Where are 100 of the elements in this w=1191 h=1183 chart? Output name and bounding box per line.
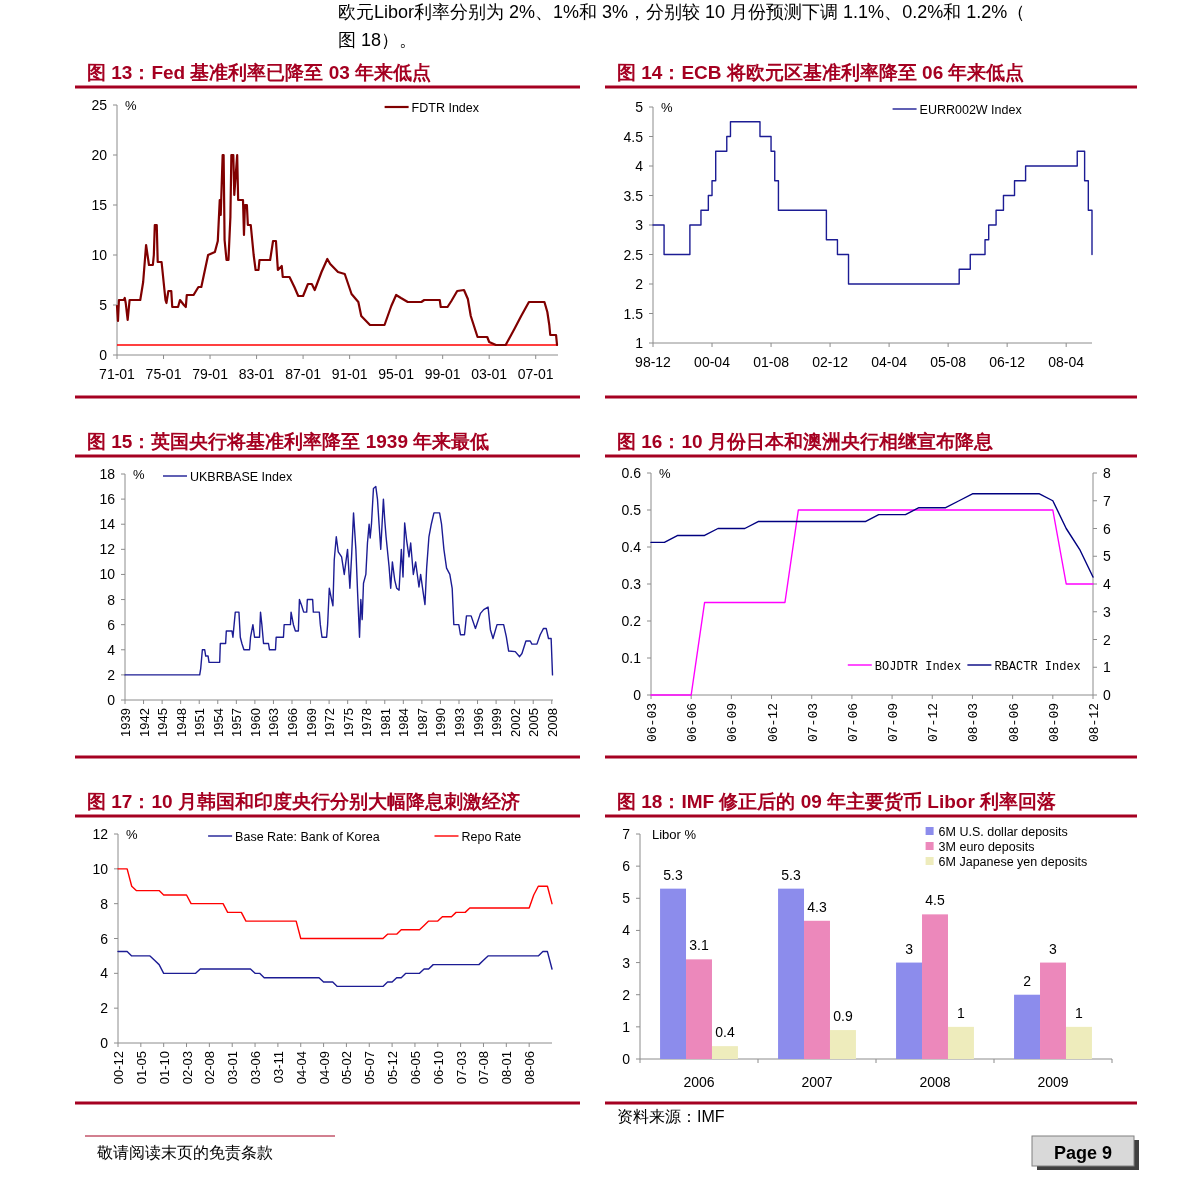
- y-tick-label: 0: [633, 687, 642, 703]
- y-tick-label: 2.5: [623, 246, 644, 263]
- bar: [778, 888, 805, 1059]
- x-tick-label: 1948: [173, 708, 189, 737]
- y2-tick-label: 6: [1103, 520, 1111, 537]
- x-tick-label: 06-06: [685, 703, 701, 743]
- text: 敬请阅读末页的免责条款: [97, 1144, 273, 1161]
- legend-label: Base Rate: Bank of Korea: [235, 829, 380, 844]
- bar: [896, 962, 923, 1059]
- x-tick-label: 79-01: [192, 366, 229, 382]
- bar: [947, 1026, 974, 1059]
- x-tick-label: 2006: [683, 1074, 715, 1090]
- data-label: 0.9: [833, 1008, 853, 1025]
- x-tick-label: 06-09: [725, 703, 741, 743]
- chart-title: 图 16：10 月份日本和澳洲央行相继宣布降息: [617, 431, 993, 452]
- y-tick-label: 3: [622, 954, 631, 971]
- x-tick-label: 05-12: [385, 1051, 401, 1085]
- bar: [804, 920, 830, 1059]
- x-tick-label: 06-10: [430, 1051, 446, 1085]
- chart-title: 图 13：Fed 基准利率已降至 03 年来低点: [87, 62, 432, 83]
- y2-tick-label: 4: [1103, 576, 1111, 592]
- x-tick-label: 00-12: [111, 1051, 126, 1085]
- x-tick-label: 06-03: [645, 703, 660, 743]
- y2-tick-label: 5: [1103, 548, 1111, 565]
- y-tick-label: 0: [100, 1035, 109, 1051]
- legend-label: 6M Japanese yen deposits: [938, 855, 1088, 869]
- y-tick-label: 20: [91, 147, 108, 163]
- y-tick-label: 5: [622, 890, 631, 907]
- y-tick-label: 0: [99, 347, 108, 363]
- legend-label: 3M euro deposits: [938, 840, 1035, 854]
- y-tick-label: 0.4: [621, 539, 642, 555]
- x-tick-label: 05-08: [930, 354, 967, 370]
- text: 资料来源：IMF: [617, 1108, 725, 1125]
- y-tick-label: 1.5: [623, 305, 644, 322]
- y-tick-label: 8: [107, 591, 116, 608]
- text: Page 9: [1053, 1143, 1113, 1163]
- x-tick-label: 08-03: [966, 703, 982, 743]
- data-label: 5.3: [663, 866, 683, 883]
- x-tick-label: 03-01: [471, 366, 508, 382]
- y-tick-label: 18: [99, 466, 116, 482]
- x-tick-label: 07-06: [845, 703, 861, 743]
- x-tick-label: 1972: [322, 708, 338, 737]
- x-tick-label: 04-04: [871, 354, 908, 370]
- y-tick-label: 12: [92, 826, 109, 842]
- y-tick-label: 7: [622, 826, 631, 842]
- x-tick-label: 02-03: [179, 1051, 195, 1085]
- y2-tick-label: 2: [1103, 631, 1111, 648]
- x-tick-label: 1963: [266, 708, 282, 737]
- x-tick-label: 1960: [247, 708, 263, 737]
- legend-label: Repo Rate: [461, 829, 522, 844]
- bar: [686, 959, 712, 1059]
- y-tick-label: 12: [99, 541, 116, 558]
- bar: [1065, 1026, 1092, 1059]
- x-tick-label: 04-09: [316, 1051, 332, 1085]
- y-axis-title: %: [133, 467, 145, 482]
- x-tick-label: 02-08: [202, 1051, 218, 1085]
- x-tick-label: 1957: [229, 708, 245, 737]
- y-tick-label: 2: [622, 986, 631, 1003]
- y-tick-label: 25: [91, 97, 108, 113]
- y-axis-title: %: [125, 98, 137, 113]
- y-tick-label: 5: [635, 99, 644, 115]
- x-tick-label: 00-04: [694, 354, 731, 370]
- x-tick-label: 1969: [303, 708, 319, 737]
- x-tick-label: 2009: [1037, 1074, 1069, 1090]
- caption: 图 18）。: [338, 30, 418, 50]
- y-tick-label: 2: [100, 1000, 109, 1017]
- y2-tick-label: 0: [1103, 687, 1111, 703]
- x-tick-label: 1954: [210, 708, 226, 737]
- y-tick-label: 4: [635, 158, 644, 174]
- y2-tick-label: 3: [1103, 603, 1111, 620]
- x-tick-label: 01-05: [133, 1051, 149, 1085]
- x-tick-label: 1945: [155, 708, 171, 737]
- y-tick-label: 1: [622, 1018, 631, 1035]
- bar: [711, 1046, 738, 1059]
- x-tick-label: 07-08: [476, 1051, 492, 1085]
- bar: [660, 888, 687, 1059]
- y-tick-label: 14: [99, 516, 116, 533]
- y-tick-label: 4: [622, 922, 631, 939]
- y-tick-label: 0: [107, 692, 116, 708]
- legend-label: FDTR Index: [411, 100, 480, 115]
- y-tick-label: 16: [99, 491, 116, 508]
- y-tick-label: 10: [99, 566, 116, 583]
- x-tick-label: 08-09: [1046, 703, 1062, 743]
- x-tick-label: 08-12: [1087, 703, 1102, 743]
- data-label: 4.5: [925, 892, 945, 909]
- y-tick-label: 6: [100, 930, 109, 947]
- y-tick-label: 6: [622, 858, 631, 875]
- data-label: 3.1: [689, 937, 709, 954]
- x-tick-label: 87-01: [285, 366, 322, 382]
- y-tick-label: 2: [635, 276, 644, 292]
- y-axis-title: Libor %: [652, 827, 697, 842]
- y-tick-label: 4: [100, 965, 109, 982]
- y-tick-label: 0.5: [621, 502, 642, 518]
- x-tick-label: 1966: [284, 708, 300, 737]
- x-tick-label: 83-01: [238, 366, 275, 382]
- data-label: 3: [905, 940, 914, 957]
- y-tick-label: 4.5: [623, 128, 644, 145]
- x-tick-label: 08-04: [1048, 354, 1085, 370]
- x-tick-label: 95-01: [378, 366, 415, 382]
- x-tick-label: 1978: [359, 708, 375, 737]
